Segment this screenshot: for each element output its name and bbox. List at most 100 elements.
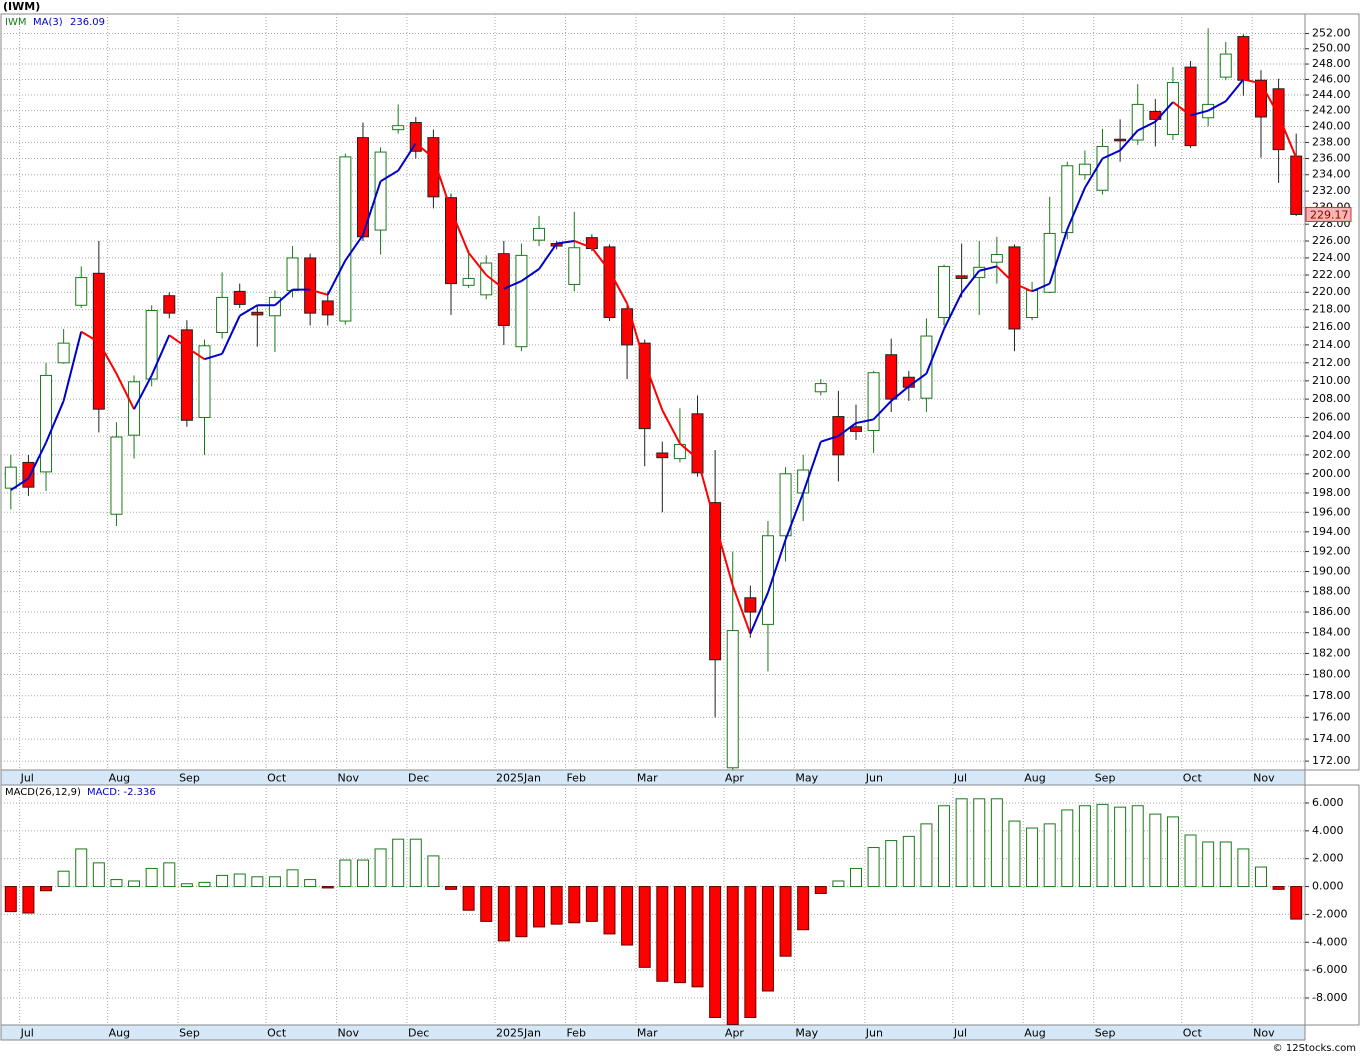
macd-bar: [1184, 834, 1197, 888]
candle-body: [75, 277, 88, 306]
ma-segment: [960, 270, 981, 294]
macd-bar: [902, 835, 915, 888]
candle-body: [1166, 82, 1179, 135]
ma-segment: [1277, 115, 1298, 159]
macd-bar: [1237, 848, 1250, 888]
macd-bar: [1114, 806, 1127, 888]
ma-segment: [326, 260, 347, 296]
x-tick-label: Sep: [179, 772, 200, 785]
y-tick-label: 210.00: [1312, 374, 1351, 387]
macd-bar: [216, 874, 229, 888]
candle-body: [1237, 36, 1250, 81]
candle-body: [4, 466, 17, 489]
macd-bar: [110, 879, 123, 888]
candle-body: [57, 342, 70, 364]
macd-bar: [1166, 816, 1179, 888]
y-tick-label: 4.000: [1312, 824, 1344, 837]
y-tick-label: 6.000: [1312, 796, 1344, 809]
candle-body: [462, 277, 475, 286]
macd-bar: [938, 805, 951, 888]
candle-body: [427, 137, 440, 198]
last-price-label: 229.17: [1310, 208, 1349, 221]
x-tick-label: Sep: [1095, 1027, 1116, 1040]
x-tick-label: Apr: [725, 1027, 745, 1040]
x-tick-label: Feb: [566, 772, 585, 785]
y-tick-label: 212.00: [1312, 356, 1351, 369]
y-tick-label: 208.00: [1312, 392, 1351, 405]
x-tick-label: Oct: [267, 1027, 287, 1040]
macd-bar: [779, 886, 792, 957]
macd-bar: [638, 886, 651, 968]
candle-body: [990, 254, 1003, 263]
candle-body: [339, 156, 352, 322]
y-tick-label: 250.00: [1312, 42, 1351, 55]
candle-body: [163, 295, 176, 314]
macd-bar: [22, 886, 35, 914]
candle-body: [973, 266, 986, 279]
ma-segment: [731, 585, 752, 635]
legend-ma-name: MA(3): [33, 17, 63, 28]
candle-body: [1061, 165, 1074, 234]
macd-bar: [92, 862, 105, 888]
y-tick-label: 226.00: [1312, 234, 1351, 247]
ma-segment: [1207, 100, 1227, 112]
ma-segment: [204, 352, 223, 361]
macd-bar: [374, 848, 387, 888]
macd-bar: [849, 867, 862, 888]
ma-segment: [908, 372, 928, 388]
ma-segment: [538, 242, 558, 270]
x-tick-label: Aug: [109, 772, 130, 785]
candle-body: [497, 253, 510, 326]
x-tick-label: Jun: [865, 772, 883, 785]
candle-body: [885, 354, 898, 400]
candle-body: [268, 296, 281, 317]
candle-body: [779, 473, 792, 537]
page-title: (IWM): [3, 0, 40, 13]
ma-segment: [1137, 120, 1156, 132]
ma-segment: [1084, 157, 1104, 189]
ma-segment: [133, 374, 153, 410]
macd-bar: [568, 886, 581, 924]
y-tick-label: 188.00: [1312, 585, 1351, 598]
macd-bar: [339, 859, 352, 888]
candle-body: [920, 335, 933, 399]
x-tick-label: Dec: [408, 772, 429, 785]
ma-segment: [168, 334, 188, 349]
candle-body: [568, 247, 581, 285]
ma-segment: [10, 477, 29, 491]
ma-segment: [467, 252, 488, 276]
ma-segment: [1260, 82, 1280, 116]
ma-segment: [837, 422, 857, 437]
macd-bar: [761, 886, 774, 992]
candle-body: [445, 197, 458, 285]
macd-bar: [1008, 820, 1021, 888]
y-tick-label: 200.00: [1312, 467, 1351, 480]
ma-segment: [802, 441, 822, 494]
macd-bar: [392, 838, 405, 888]
x-tick-label: Oct: [267, 772, 287, 785]
candle-body: [40, 374, 53, 473]
ma-segment: [186, 346, 206, 361]
macd-bar: [1272, 886, 1285, 890]
y-tick-label: 234.00: [1312, 168, 1351, 181]
ma-segment: [925, 328, 945, 374]
x-tick-label: Jul: [953, 772, 967, 785]
x-tick-label: Jul: [20, 1027, 34, 1040]
y-tick-label: 238.00: [1312, 135, 1351, 148]
macd-bar: [75, 848, 88, 888]
x-tick-label: Dec: [408, 1027, 429, 1040]
ma-segment: [890, 385, 910, 402]
candle-body: [867, 372, 880, 431]
ma-segment: [943, 292, 963, 330]
y-tick-label: -6.000: [1312, 963, 1347, 976]
macd-bar: [251, 876, 264, 888]
x-tick-label: Aug: [109, 1027, 130, 1040]
ma-segment: [696, 458, 717, 524]
macd-bar: [1096, 803, 1109, 888]
legend-ma-value: 236.09: [70, 17, 105, 28]
macd-bar: [1078, 805, 1091, 888]
y-tick-label: 204.00: [1312, 429, 1351, 442]
ma-segment: [996, 265, 1016, 285]
ma-segment: [450, 209, 470, 254]
